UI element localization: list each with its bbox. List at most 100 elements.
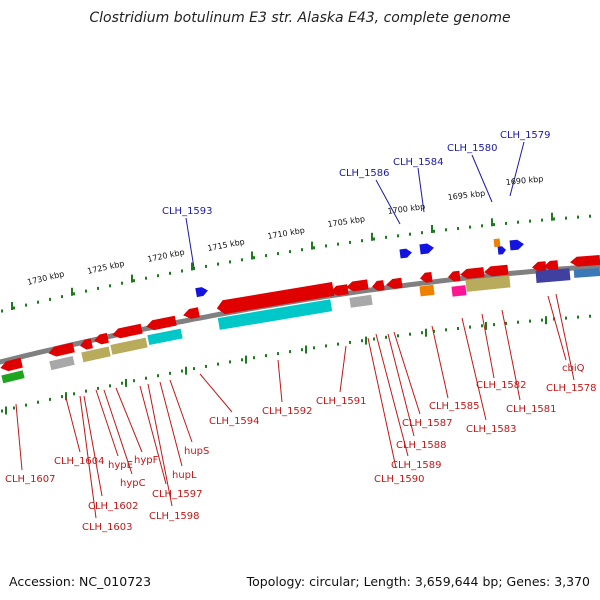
outer-tick-dot — [253, 256, 255, 260]
reverse-leader-line — [15, 403, 23, 471]
cog-feature-box — [349, 294, 373, 308]
inner-tick-dot — [193, 367, 195, 371]
inner-tick-dot — [289, 350, 291, 354]
reverse-leader-line — [375, 333, 409, 457]
inner-tick-dot — [277, 352, 279, 356]
cog-feature-box — [493, 238, 501, 248]
reverse-gene-label: CLH_1589 — [391, 460, 442, 471]
cog-feature-box — [49, 356, 75, 371]
inner-major-tick — [485, 321, 487, 330]
forward-gene-arrow — [497, 246, 506, 255]
outer-tick-dot — [61, 295, 63, 299]
inner-tick-dot — [313, 346, 315, 350]
kbp-label: 1695 kbp — [447, 189, 485, 202]
reverse-gene-label: CLH_1607 — [5, 474, 56, 485]
outer-major-tick — [191, 262, 193, 271]
inner-tick-dot — [253, 356, 255, 360]
inner-tick-dot — [169, 371, 171, 375]
forward-gene-label: CLH_1586 — [339, 168, 390, 179]
inner-tick-dot — [505, 321, 507, 325]
inner-tick-dot — [205, 364, 207, 368]
outer-tick-dot — [517, 220, 519, 224]
reverse-leader-line — [431, 325, 449, 399]
inner-tick-dot — [85, 389, 87, 393]
cog-feature-box — [573, 267, 600, 278]
forward-leader-line — [185, 217, 195, 269]
outer-major-tick — [71, 287, 73, 296]
outer-tick-dot — [433, 229, 435, 233]
outer-tick-track — [1, 212, 591, 313]
inner-tick-dot — [577, 315, 579, 319]
reverse-gene-arrow — [448, 270, 461, 282]
outer-tick-dot — [361, 239, 363, 243]
reverse-gene-label: CLH_1578 — [546, 383, 597, 394]
inner-major-tick — [305, 345, 307, 354]
inner-major-tick — [185, 366, 187, 375]
reverse-gene-label: CLH_1604 — [54, 456, 105, 467]
reverse-leader-line — [339, 345, 347, 393]
outer-tick-dot — [205, 264, 207, 268]
outer-tick-dot — [145, 276, 147, 280]
outer-tick-dot — [445, 228, 447, 232]
kbp-label: 1725 kbp — [86, 259, 125, 276]
inner-tick-dot — [157, 374, 159, 378]
reverse-gene-label: CLH_1602 — [88, 501, 139, 512]
kbp-label: 1720 kbp — [147, 248, 186, 264]
forward-leader-line — [375, 179, 401, 225]
outer-tick-dot — [409, 232, 411, 236]
inner-tick-dot — [97, 386, 99, 390]
outer-tick-dot — [181, 269, 183, 273]
feature-track — [0, 238, 600, 384]
inner-major-tick — [365, 336, 367, 345]
reverse-gene-label: CLH_1582 — [476, 380, 527, 391]
outer-tick-dot — [157, 274, 159, 278]
inner-tick-dot — [133, 379, 135, 383]
forward-gene-label: CLH_1580 — [447, 143, 498, 154]
outer-tick-dot — [553, 217, 555, 221]
accession-text: Accession: NC_010723 — [9, 574, 152, 589]
reverse-gene-arrow — [386, 277, 403, 289]
reverse-leader-line — [65, 397, 81, 453]
reverse-gene-label: CLH_1603 — [82, 522, 133, 533]
reverse-gene-arrow — [216, 281, 335, 315]
kbp-label: 1710 kbp — [267, 226, 306, 241]
reverse-gene-label: CLH_1588 — [396, 440, 447, 451]
reverse-gene-arrow — [94, 332, 109, 345]
outer-tick-dot — [85, 289, 87, 293]
inner-tick-dot — [337, 342, 339, 346]
inner-tick-dot — [349, 340, 351, 344]
outer-tick-dot — [289, 250, 291, 254]
outer-major-tick — [371, 232, 373, 241]
kbp-label: 1690 kbp — [505, 174, 543, 187]
reverse-gene-arrow — [484, 264, 509, 277]
forward-leader-line — [417, 167, 425, 213]
outer-major-tick — [131, 274, 133, 283]
reverse-gene-arrow — [544, 260, 559, 271]
forward-gene-arrow — [195, 287, 208, 298]
inner-tick-dot — [409, 332, 411, 336]
inner-tick-dot — [109, 384, 111, 388]
outer-tick-dot — [217, 262, 219, 266]
outer-tick-dot — [457, 227, 459, 230]
outer-tick-dot — [37, 300, 39, 304]
outer-tick-dot — [385, 235, 387, 239]
inner-major-tick — [5, 406, 7, 415]
reverse-gene-label: hypE — [108, 460, 133, 471]
reverse-gene-arrow — [80, 338, 93, 350]
reverse-gene-labels: CLH_1607 CLH_1604 CLH_1602 CLH_1603 hypE hypC… — [5, 363, 597, 533]
inner-major-tick — [65, 392, 67, 401]
outer-tick-dot — [13, 306, 15, 310]
outer-major-tick — [551, 212, 553, 221]
outer-tick-dot — [397, 234, 399, 238]
reverse-leader-line — [547, 295, 567, 361]
reverse-leader-line — [169, 379, 193, 443]
outer-major-tick — [251, 251, 253, 260]
forward-leader-line — [471, 154, 493, 203]
reverse-leader-line — [277, 359, 283, 403]
outer-tick-dot — [133, 279, 135, 283]
forward-gene-label: CLH_1593 — [162, 206, 213, 217]
outer-tick-dot — [229, 260, 231, 264]
outer-tick-dot — [313, 246, 315, 250]
outer-tick-dot — [1, 309, 3, 313]
